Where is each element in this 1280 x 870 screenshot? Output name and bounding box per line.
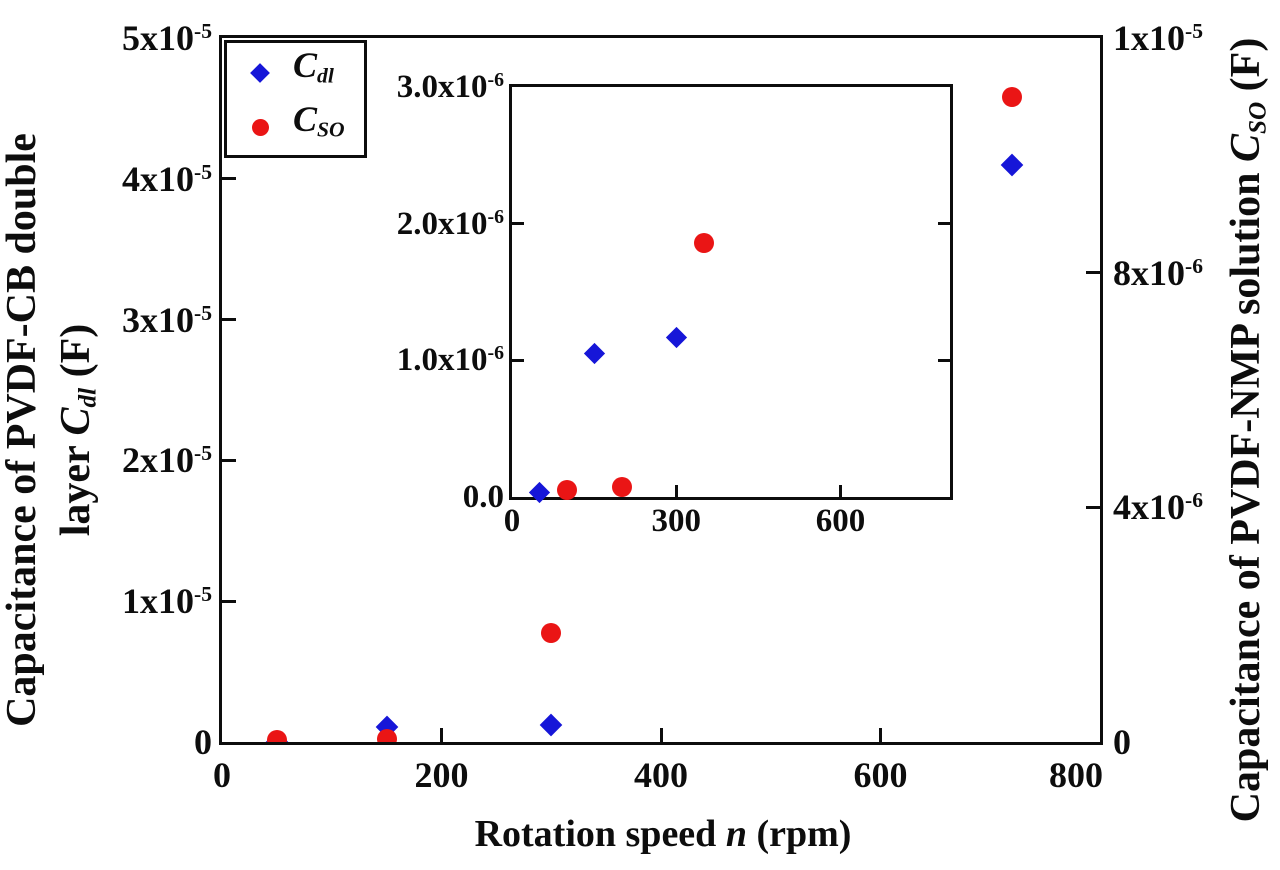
inset-y-tick xyxy=(938,358,950,362)
y-left-axis-title: Capacitance of PVDF-CB double layer Cdl (… xyxy=(0,0,104,870)
y-right-tick-label: 0 xyxy=(1113,722,1131,762)
y-left-axis-tick xyxy=(222,599,236,603)
inset-x-tick xyxy=(674,485,678,497)
circle-legend-marker xyxy=(251,118,269,136)
x-tick-label: 800 xyxy=(1049,755,1103,795)
inset-data-point-c_dl xyxy=(665,326,687,348)
y-left-tick-label: 2x10-5 xyxy=(122,440,212,481)
data-point-c_so xyxy=(541,622,562,643)
inset-data-point-c_so xyxy=(693,232,714,253)
inset-y-tick xyxy=(938,222,950,226)
x-axis-tick xyxy=(659,728,663,742)
inset-y-tick-label: 2.0x10-6 xyxy=(396,205,504,242)
y-left-title-line2: layer Cdl (F) xyxy=(52,323,102,537)
inset-x-tick-label: 0 xyxy=(503,503,521,539)
inset-y-tick-label: 1.0x10-6 xyxy=(396,342,504,379)
x-axis-tick xyxy=(440,728,443,742)
data-point-c_dl xyxy=(1000,153,1024,177)
x-tick-label: 600 xyxy=(853,755,908,795)
y-left-axis-tick xyxy=(222,177,236,181)
y-left-tick-label: 5x10-5 xyxy=(122,18,212,58)
legend-entry-label: CSO xyxy=(293,99,345,142)
y-left-tick-label: 1x10-5 xyxy=(122,581,212,622)
inset-data-point-c_so xyxy=(611,477,632,498)
inset-x-tick-label: 300 xyxy=(651,503,702,539)
diamond-legend-marker xyxy=(250,63,270,83)
y-right-axis-title: Capacitance of PVDF-NMP solution CSO (F) xyxy=(1223,37,1272,823)
inset-y-tick-label: 3.0x10-6 xyxy=(396,69,504,105)
data-point-c_so xyxy=(266,730,287,742)
x-tick-label: 200 xyxy=(414,755,469,795)
x-tick-label: 400 xyxy=(634,755,688,795)
inset-data-point-c_dl xyxy=(583,342,605,365)
data-point-c_so xyxy=(376,729,397,742)
x-axis-title: Rotation speed n (rpm) xyxy=(474,813,852,855)
inset-plot-area xyxy=(509,84,953,504)
y-left-axis-tick xyxy=(222,458,236,462)
y-right-tick-label: 4x10-6 xyxy=(1113,487,1203,528)
y-left-title-line1: Capacitance of PVDF-CB double xyxy=(0,133,45,727)
y-left-tick-label: 0 xyxy=(194,722,212,762)
data-point-c_so xyxy=(1002,86,1023,107)
data-point-c_dl xyxy=(539,713,563,737)
y-right-axis-tick xyxy=(1086,505,1100,509)
inset-x-tick xyxy=(839,485,842,497)
y-right-tick-label: 1x10-5 xyxy=(1113,18,1203,58)
y-right-axis-tick xyxy=(1086,271,1100,275)
y-left-tick-label: 3x10-5 xyxy=(122,299,212,340)
y-left-axis-tick xyxy=(222,318,236,322)
inset-y-tick xyxy=(512,358,524,362)
inset-y-tick xyxy=(512,222,524,226)
legend-entry-label: Cdl xyxy=(293,45,334,88)
inset-data-point-c_so xyxy=(556,480,577,501)
inset-y-tick-label: 0.0 xyxy=(462,479,504,515)
y-right-tick-label: 8x10-6 xyxy=(1113,252,1203,293)
inset-x-tick-label: 600 xyxy=(815,503,866,539)
y-left-tick-label: 4x10-5 xyxy=(122,158,212,199)
legend-box: Cdl CSO xyxy=(224,40,367,158)
x-axis-tick xyxy=(879,728,882,742)
x-tick-label: 0 xyxy=(213,755,231,795)
